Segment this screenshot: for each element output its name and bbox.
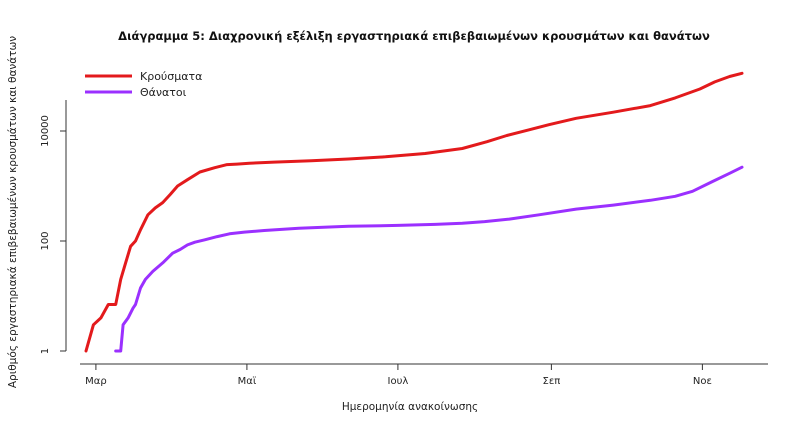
x-tick-label: Μαρ [85,376,107,387]
y-tick-label: 100 [40,231,51,250]
y-axis-ticks: 1 100 10000 [40,115,66,354]
y-axis-label: Αριθμός εργαστηριακά επιβεβαιωμένων κρου… [7,36,19,388]
series-line-cases [84,71,744,353]
x-tick-label: Ιουλ [388,376,409,387]
x-axis-label: Ημερομηνία ανακοίνωσης [342,401,478,413]
x-tick-label: Σεπ [543,376,561,387]
x-tick-label: Νοε [693,376,712,387]
series-line-deaths [114,165,744,353]
chart-title: Διάγραμμα 5: Διαχρονική εξέλιξη εργαστηρ… [118,29,710,43]
y-tick-label: 1 [40,348,51,354]
x-axis-ticks: Μαρ Μαϊ Ιουλ Σεπ Νοε [85,364,712,387]
series-layer [84,71,744,353]
legend-label-cases: Κρούσματα [140,70,202,83]
y-tick-label: 10000 [40,115,51,147]
legend: Κρούσματα Θάνατοι [85,70,202,99]
legend-label-deaths: Θάνατοι [140,86,187,99]
x-tick-label: Μαϊ [238,376,257,387]
